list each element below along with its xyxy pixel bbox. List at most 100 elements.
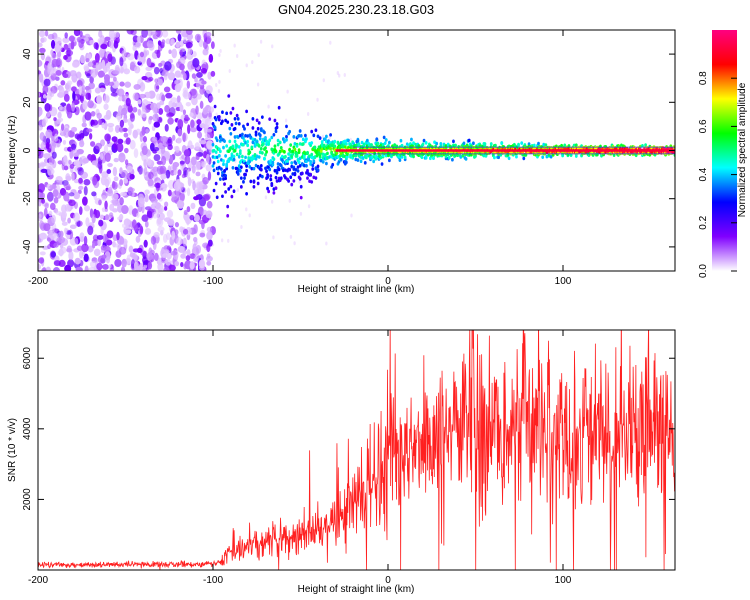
noise-blob xyxy=(126,254,131,263)
signal-blob xyxy=(211,155,215,159)
signal-blob xyxy=(215,138,219,143)
noise-blob xyxy=(73,159,80,167)
signal-blob xyxy=(246,134,250,138)
noise-blob xyxy=(143,239,148,248)
noise-blob xyxy=(160,155,167,166)
signal-blob xyxy=(253,138,257,142)
noise-blob xyxy=(76,245,84,251)
signal-blob xyxy=(253,153,257,157)
signal-blob xyxy=(214,181,218,186)
noise-blob xyxy=(94,210,101,219)
noise-blob xyxy=(58,248,64,257)
signal-blob xyxy=(403,155,407,160)
signal-blob xyxy=(229,184,233,189)
signal-blob xyxy=(279,176,283,181)
noise-blob xyxy=(47,33,55,40)
noise-blob xyxy=(119,81,125,87)
signal-blob xyxy=(260,115,264,119)
noise-blob xyxy=(38,183,46,193)
noise-blob xyxy=(39,131,45,141)
noise-blob xyxy=(62,73,69,78)
noise-blob xyxy=(54,43,61,53)
x-tick-label: 100 xyxy=(555,575,572,586)
signal-blob xyxy=(574,143,578,148)
noise-blob xyxy=(144,227,152,235)
signal-blob xyxy=(213,125,217,130)
noise-blob xyxy=(187,177,192,187)
noise-blob xyxy=(160,173,167,180)
noise-blob xyxy=(173,170,177,176)
snr-x-label: Height of straight line (km) xyxy=(298,584,415,595)
signal-blob xyxy=(259,127,263,131)
signal-blob xyxy=(527,142,531,146)
signal-blob xyxy=(370,143,373,147)
noise-blob xyxy=(202,107,208,115)
noise-blob xyxy=(144,194,149,203)
signal-blob xyxy=(244,155,247,160)
signal-blob xyxy=(234,166,238,171)
signal-blob xyxy=(268,167,272,172)
noise-blob xyxy=(192,57,200,68)
signal-blob xyxy=(271,160,275,165)
signal-blob xyxy=(224,190,228,194)
signal-blob xyxy=(260,174,264,179)
signal-blob xyxy=(254,132,258,137)
noise-blob xyxy=(185,41,193,49)
noise-blob xyxy=(206,153,210,164)
noise-blob xyxy=(165,92,173,99)
y-tick-label: 0 xyxy=(22,147,33,153)
signal-blob xyxy=(299,134,303,138)
noise-blob xyxy=(289,234,293,239)
signal-blob xyxy=(292,179,296,183)
noise-blob xyxy=(145,66,153,72)
noise-blob xyxy=(135,128,141,135)
noise-blob xyxy=(126,30,134,35)
signal-blob xyxy=(224,176,228,181)
noise-blob xyxy=(166,209,174,219)
noise-blob xyxy=(98,219,104,227)
signal-blob xyxy=(293,172,297,177)
signal-blob xyxy=(320,142,324,147)
signal-blob xyxy=(252,166,256,171)
noise-blob xyxy=(191,73,197,79)
noise-blob xyxy=(177,33,182,42)
noise-blob xyxy=(68,192,75,197)
noise-blob xyxy=(78,39,84,49)
noise-blob xyxy=(157,217,162,225)
noise-blob xyxy=(179,104,184,113)
signal-blob xyxy=(318,136,322,140)
noise-blob xyxy=(117,216,123,221)
y-tick-label: 4000 xyxy=(22,417,33,440)
signal-blob xyxy=(212,188,216,193)
noise-blob xyxy=(271,44,274,49)
signal-blob xyxy=(371,155,374,159)
signal-blob xyxy=(215,155,219,160)
noise-blob xyxy=(103,94,110,104)
noise-blob xyxy=(176,200,185,209)
noise-blob xyxy=(68,250,74,261)
noise-blob xyxy=(270,199,274,204)
signal-blob xyxy=(297,133,301,138)
signal-blob xyxy=(235,144,239,148)
noise-blob xyxy=(98,199,102,206)
noise-blob xyxy=(156,192,162,200)
noise-blob xyxy=(136,35,141,43)
noise-blob xyxy=(63,93,70,102)
noise-blob xyxy=(126,165,133,173)
signal-blob xyxy=(532,143,536,148)
noise-blob xyxy=(54,36,62,45)
noise-blob xyxy=(121,49,127,57)
signal-blob xyxy=(310,129,314,134)
noise-blob xyxy=(136,247,143,253)
noise-blob xyxy=(78,185,84,191)
signal-blob xyxy=(560,143,563,148)
signal-blob xyxy=(224,173,228,178)
signal-blob xyxy=(372,159,376,164)
noise-blob xyxy=(182,72,187,81)
noise-blob xyxy=(159,100,165,106)
signal-blob xyxy=(356,139,360,143)
signal-blob xyxy=(234,121,238,126)
signal-blob xyxy=(251,117,255,121)
signal-blob xyxy=(215,195,219,200)
noise-blob xyxy=(163,249,170,255)
